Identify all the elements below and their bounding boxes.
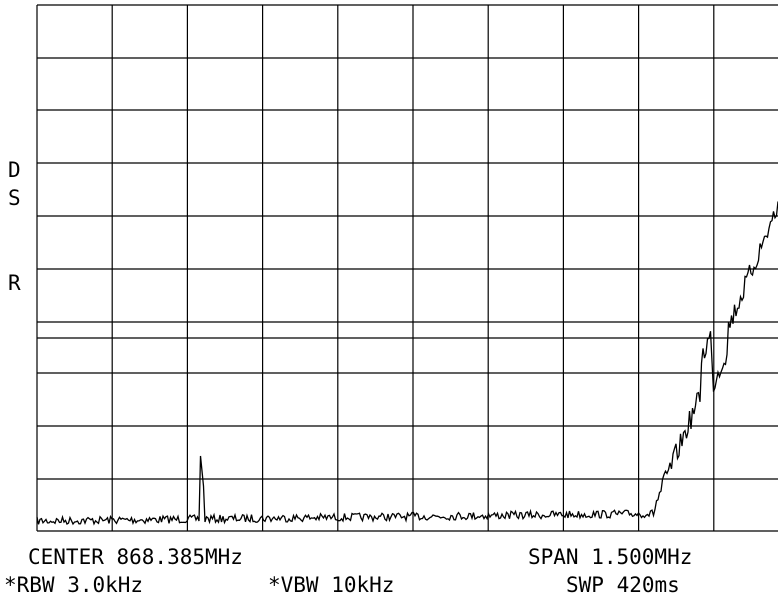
spectrum-trace: [36, 201, 778, 526]
side-label: D: [8, 158, 21, 182]
sweep-time: SWP 420ms: [566, 573, 680, 597]
graticule: [36, 4, 778, 532]
vbw: *VBW 10kHz: [268, 573, 394, 597]
side-label: R: [8, 271, 21, 295]
rbw: *RBW 3.0kHz: [4, 573, 143, 597]
side-label: S: [8, 186, 21, 210]
span: SPAN 1.500MHz: [528, 545, 692, 569]
center-frequency: CENTER 868.385MHz: [28, 545, 243, 569]
